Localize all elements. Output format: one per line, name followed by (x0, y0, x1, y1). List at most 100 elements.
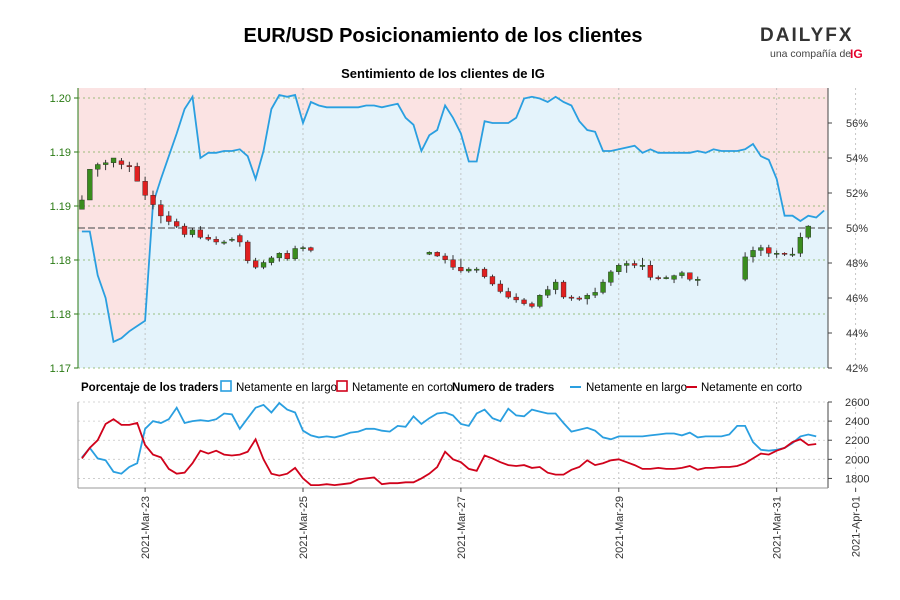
candle-bullish (260, 262, 267, 268)
candle-bearish (513, 296, 519, 301)
bottom-right-ticks: 2600 2400 2200 2000 1800 (828, 397, 869, 485)
left-tick-label: 1.18 (50, 255, 71, 267)
candle-bearish (568, 296, 575, 299)
candle-bullish (95, 164, 101, 170)
legend-short-box-label: Netamente en corto (352, 382, 453, 394)
legend-short-box (336, 380, 348, 392)
candle-bearish (237, 235, 243, 243)
candle-bullish (695, 279, 701, 281)
right-tick-label: 48% (846, 258, 868, 270)
left-tick-label: 1.19 (50, 201, 71, 213)
bottom-right-tick-label: 2400 (845, 416, 869, 428)
candle-bullish (268, 257, 275, 263)
candle-bearish (252, 260, 259, 268)
candle-bearish (434, 252, 440, 257)
candle-bullish (474, 268, 480, 271)
legend-long-line-label: Netamente en largo (586, 382, 687, 394)
candle-bearish (308, 247, 314, 251)
candle-bullish (679, 272, 685, 276)
candle-bullish (789, 253, 796, 256)
candle-bearish (521, 299, 527, 304)
candle-bearish (631, 263, 638, 266)
date-axis-ticks: 2021-Mar-23 2021-Mar-25 2021-Mar-27 2021-Ma… (140, 488, 863, 559)
candle-bearish (181, 225, 188, 235)
date-tick-label: 2021-Mar-31 (772, 496, 784, 559)
candle-bullish (639, 265, 646, 267)
bottom-right-tick-label: 2600 (845, 397, 869, 409)
legend-long-box (220, 380, 232, 392)
candle-bearish (505, 291, 511, 298)
date-tick-label: 2021-Mar-25 (298, 496, 310, 559)
right-tick-label: 46% (846, 293, 868, 305)
candle-bearish (442, 255, 448, 260)
candle-bullish (79, 199, 85, 210)
candle-bullish (663, 277, 669, 279)
candle-bearish (576, 297, 583, 300)
candle-bullish (616, 265, 622, 272)
right-tick-label: 56% (846, 118, 868, 130)
dailyfx-logo: DAILYFX una compañía de IG (760, 25, 863, 61)
candle-bullish (221, 241, 227, 244)
candle-bullish (545, 289, 551, 296)
bottom-right-tick-label: 1800 (845, 473, 869, 485)
candle-bearish (134, 166, 140, 182)
left-axis-ticks: 1.20 1.19 1.19 1.18 1.18 1.17 (50, 93, 78, 375)
price-sentiment-panel: 1.20 1.19 1.19 1.18 1.18 1.17 56% 54% 52% 50% 48%… (50, 88, 868, 375)
net-long-count-line (81, 402, 817, 475)
candle-bullish (774, 252, 780, 255)
candle-bearish (213, 238, 219, 243)
candle-bearish (781, 252, 788, 255)
right-tick-label: 44% (846, 328, 868, 340)
candle-bullish (110, 157, 117, 163)
candle-bullish (87, 168, 93, 201)
legend-count-title: Numero de traders (452, 382, 554, 394)
bottom-right-tick-label: 2000 (845, 454, 869, 466)
candle-bullish (553, 281, 559, 290)
candle-bearish (497, 283, 503, 292)
date-tick-label: 2021-Mar-23 (140, 496, 152, 559)
candle-bearish (458, 267, 464, 272)
candle-bearish (150, 195, 156, 205)
candle-bearish (166, 215, 172, 222)
candle-bullish (276, 252, 282, 259)
candlesticks (79, 157, 811, 309)
candle-bullish (292, 248, 298, 260)
date-tick-label: 2021-Mar-29 (614, 496, 626, 559)
candle-bullish (758, 247, 764, 251)
candle-bearish (173, 221, 180, 227)
left-tick-label: 1.17 (50, 363, 71, 375)
top-panel-title: Sentimiento de los clientes de IG (341, 66, 545, 81)
candle-bearish (284, 252, 290, 259)
right-tick-label: 54% (846, 153, 868, 165)
candle-bullish (300, 247, 306, 250)
legend-percentage-title: Porcentaje de los traders (81, 382, 218, 394)
right-tick-label: 52% (846, 188, 868, 200)
candle-bullish (229, 238, 235, 241)
candle-bullish (584, 295, 590, 300)
candle-bearish (205, 237, 211, 240)
candle-bullish (671, 275, 677, 280)
date-tick-label: 2021-Apr-01 (851, 496, 863, 557)
candle-bearish (655, 277, 661, 279)
legend: Porcentaje de los traders Netamente en l… (81, 380, 802, 394)
candle-bullish (608, 271, 614, 283)
brand-ig: IG (850, 47, 863, 61)
candle-bullish (466, 268, 472, 272)
legend-short-line-label: Netamente en corto (701, 382, 802, 394)
candle-bearish (158, 204, 164, 217)
right-tick-label: 42% (846, 363, 868, 375)
legend-long-box-label: Netamente en largo (236, 382, 337, 394)
candle-bearish (647, 265, 654, 278)
candle-bearish (766, 247, 772, 254)
candle-bullish (102, 162, 109, 165)
left-tick-label: 1.20 (50, 93, 71, 105)
candle-bearish (489, 276, 496, 285)
candle-bearish (481, 268, 488, 277)
right-axis-ticks: 56% 54% 52% 50% 48% 46% 44% 42% (828, 118, 868, 375)
long-percentage-line (81, 93, 825, 344)
candle-bearish (126, 165, 133, 167)
bottom-right-tick-label: 2200 (845, 435, 869, 447)
date-tick-label: 2021-Mar-27 (456, 496, 468, 559)
